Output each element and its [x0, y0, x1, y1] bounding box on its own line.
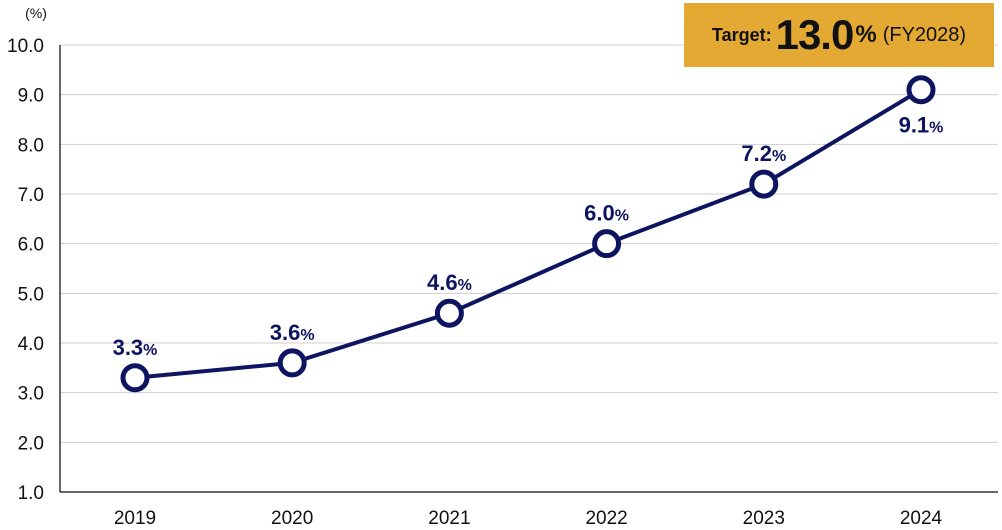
data-label: 3.6% [270, 320, 315, 345]
data-label: 9.1% [899, 113, 944, 138]
data-label: 4.6% [427, 270, 472, 295]
data-labels: 3.3% 3.6% 4.6% 6.0% 7.2% 9.1% [113, 113, 944, 360]
y-tick-label: 7.0 [18, 185, 44, 206]
data-point [120, 363, 150, 393]
series-polyline [134, 87, 923, 380]
target-note: (FY2028) [882, 23, 967, 46]
y-tick-labels: 1.0 2.0 3.0 4.0 5.0 6.0 7.0 8.0 9.0 10.0 [7, 36, 44, 504]
data-point [592, 229, 622, 259]
gridlines [60, 44, 998, 443]
x-tick-label: 2022 [585, 508, 627, 529]
y-axis-unit-label: (%) [25, 5, 47, 21]
data-point [906, 75, 936, 105]
y-tick-label: 3.0 [18, 384, 44, 405]
target-unit: % [855, 21, 877, 48]
y-tick-label: 5.0 [18, 284, 44, 305]
target-label: Target: [711, 24, 772, 45]
x-tick-label: 2023 [743, 508, 785, 529]
y-tick-label: 8.0 [18, 135, 44, 156]
y-tick-label: 10.0 [7, 36, 44, 57]
target-callout: Target: 13.0 % (FY2028) [684, 3, 994, 67]
y-tick-label: 2.0 [18, 433, 44, 454]
y-tick-label: 1.0 [18, 483, 44, 504]
data-label: 6.0% [584, 201, 629, 226]
data-points [120, 75, 936, 393]
x-tick-label: 2020 [271, 508, 313, 529]
data-point [749, 169, 779, 199]
y-tick-label: 6.0 [18, 235, 44, 256]
axes [59, 45, 998, 493]
target-value: 13.0 [775, 11, 855, 58]
data-label: 7.2% [741, 141, 786, 166]
x-tick-label: 2019 [114, 508, 156, 529]
x-tick-label: 2024 [900, 508, 943, 529]
data-point [434, 298, 464, 328]
series-line [134, 87, 923, 380]
y-tick-label: 4.0 [18, 334, 44, 355]
data-point [277, 348, 307, 378]
data-label: 3.3% [113, 335, 158, 360]
y-tick-label: 9.0 [18, 86, 44, 107]
x-tick-labels: 2019 2020 2021 2022 2023 2024 [114, 508, 943, 529]
x-tick-label: 2021 [428, 508, 470, 529]
